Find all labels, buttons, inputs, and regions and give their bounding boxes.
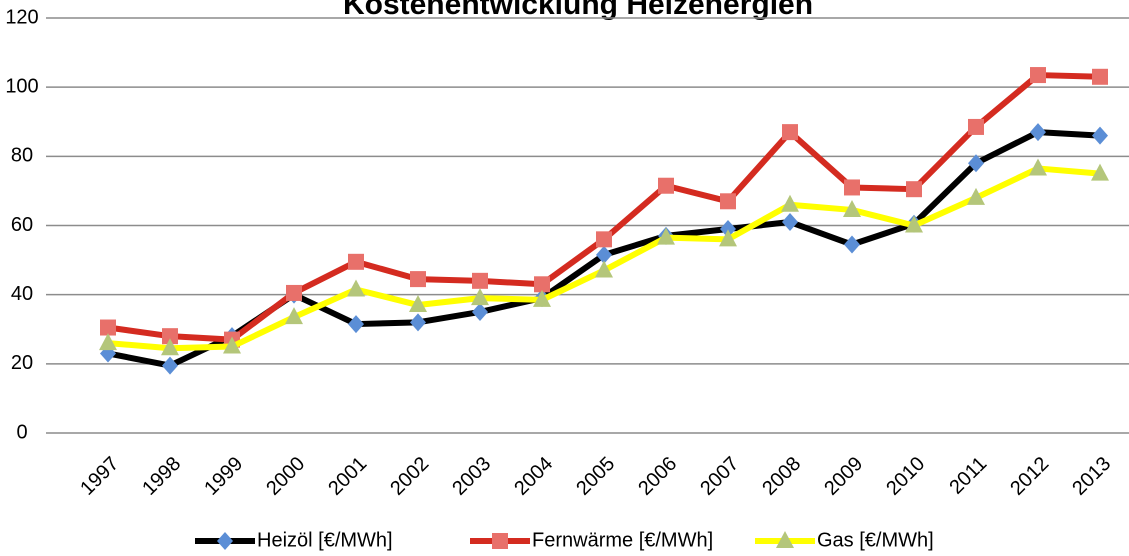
x-tick-label: 1998 — [138, 453, 185, 500]
chart-title: Kostenentwicklung Heizenergien — [343, 0, 813, 21]
marker — [596, 231, 612, 248]
marker — [410, 271, 426, 288]
y-tick-label: 60 — [11, 214, 33, 236]
marker — [968, 154, 984, 173]
marker — [1030, 123, 1046, 142]
marker — [99, 333, 117, 351]
x-tick-label: 1997 — [76, 453, 123, 500]
marker — [595, 260, 613, 278]
legend-item: Gas [€/MWh] — [755, 529, 934, 551]
marker — [286, 284, 302, 301]
marker — [1029, 158, 1047, 176]
marker — [782, 124, 798, 141]
x-tick-label: 2008 — [758, 453, 805, 500]
marker — [534, 276, 550, 293]
marker — [658, 177, 674, 194]
y-tick-label: 120 — [5, 6, 38, 28]
marker — [409, 295, 427, 313]
x-tick-label: 2009 — [820, 453, 867, 500]
legend-label: Gas [€/MWh] — [817, 529, 934, 551]
legend-item: Fernwärme [€/MWh] — [470, 529, 713, 551]
x-tick-label: 2005 — [572, 453, 619, 500]
y-tick-label: 40 — [11, 283, 33, 305]
x-tick-label: 2003 — [448, 453, 495, 500]
x-tick-label: 1999 — [200, 453, 247, 500]
marker — [1092, 68, 1108, 85]
marker — [906, 181, 922, 198]
marker — [1091, 163, 1109, 181]
y-tick-label: 100 — [5, 75, 38, 97]
legend-label: Heizöl [€/MWh] — [257, 529, 393, 551]
legend-item: Heizöl [€/MWh] — [195, 529, 393, 551]
marker — [223, 336, 241, 354]
marker — [781, 194, 799, 212]
marker — [347, 279, 365, 297]
marker — [844, 235, 860, 254]
x-tick-label: 2002 — [386, 453, 433, 500]
marker — [217, 532, 233, 550]
marker — [348, 315, 364, 334]
x-tick-label: 2012 — [1006, 453, 1053, 500]
x-tick-label: 2000 — [262, 453, 309, 500]
marker — [720, 219, 736, 238]
marker — [410, 313, 426, 332]
marker — [596, 245, 612, 264]
marker — [844, 179, 860, 196]
legend-label: Fernwärme [€/MWh] — [532, 529, 713, 551]
marker — [162, 328, 178, 345]
x-tick-label: 2011 — [945, 453, 991, 499]
marker — [471, 288, 489, 306]
marker — [782, 213, 798, 232]
x-tick-label: 2010 — [882, 453, 929, 500]
marker — [472, 272, 488, 289]
x-tick-label: 2013 — [1068, 453, 1115, 500]
marker — [1030, 67, 1046, 84]
marker — [162, 356, 178, 375]
marker — [472, 302, 488, 321]
marker — [776, 531, 794, 548]
marker — [100, 319, 116, 336]
marker — [161, 338, 179, 356]
y-tick-label: 0 — [16, 421, 27, 443]
marker — [905, 215, 923, 233]
marker — [968, 118, 984, 135]
marker — [657, 227, 675, 245]
marker — [348, 253, 364, 270]
x-tick-label: 2004 — [510, 453, 557, 500]
y-tick-label: 20 — [11, 352, 33, 374]
marker — [1092, 126, 1108, 145]
marker — [720, 193, 736, 210]
marker — [492, 533, 508, 549]
x-tick-label: 2006 — [634, 453, 681, 500]
marker — [719, 229, 737, 247]
marker — [967, 187, 985, 205]
y-tick-label: 80 — [11, 145, 33, 167]
x-tick-label: 2001 — [324, 453, 371, 500]
marker — [533, 289, 551, 307]
marker — [285, 307, 303, 325]
x-tick-label: 2007 — [696, 453, 743, 500]
marker — [843, 199, 861, 217]
